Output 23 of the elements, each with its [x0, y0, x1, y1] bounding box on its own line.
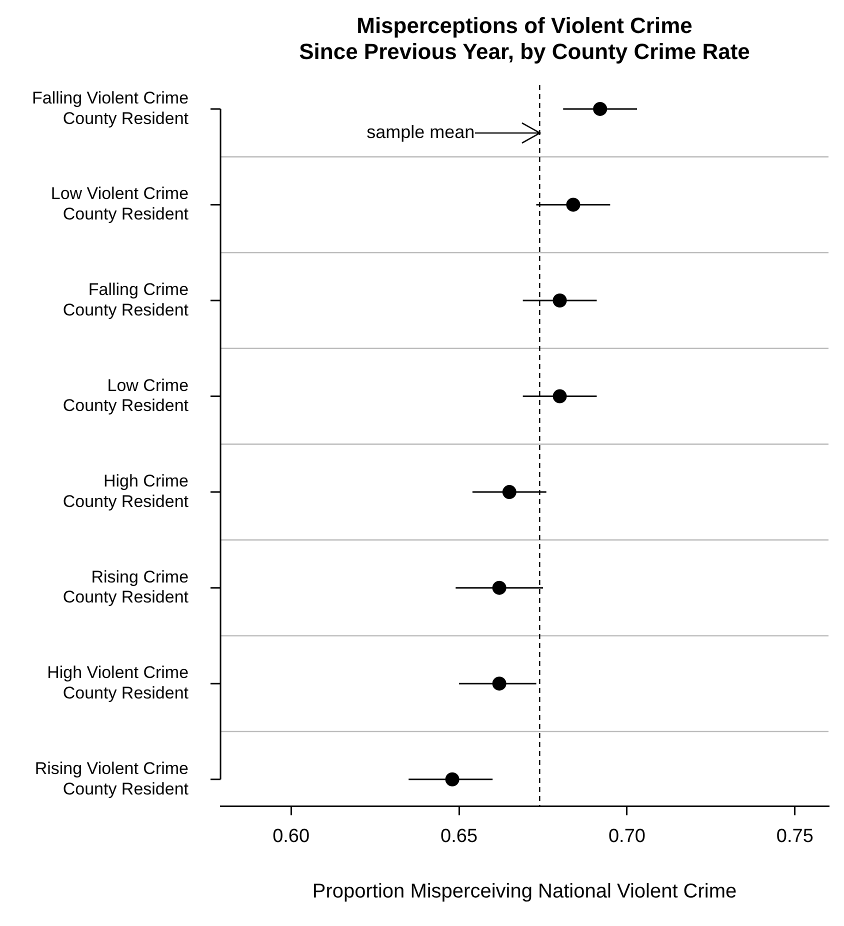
point	[502, 485, 516, 500]
y-tick-label: Low Violent Crime County Resident	[50, 184, 189, 224]
y-tick-label: Rising Crime County Resident	[62, 567, 189, 607]
x-tick-label: 0.65	[440, 826, 478, 847]
y-tick-label: Falling Violent Crime County Resident	[32, 88, 189, 128]
point	[552, 294, 567, 308]
point	[492, 580, 506, 595]
y-tick-label: Falling Crime County Resident	[62, 280, 189, 320]
point	[566, 198, 580, 212]
y-tick-label: Rising Violent Crime County Resident	[34, 758, 189, 798]
point	[552, 389, 567, 404]
chart-title: Misperceptions of Violent Crime Since Previous Year, by County Crime Rate	[299, 13, 750, 64]
ref-line-label: sample mean	[366, 122, 475, 142]
y-tick-label: Low Crime County Resident	[62, 376, 189, 416]
x-tick-label: 0.70	[608, 826, 646, 847]
point	[445, 772, 460, 786]
point	[593, 102, 608, 116]
y-tick-label: High Crime County Resident	[62, 472, 189, 511]
x-tick-label: 0.75	[776, 826, 814, 847]
point	[492, 676, 506, 691]
y-tick-label: High Violent Crime County Resident	[47, 663, 189, 702]
x-tick-label: 0.60	[272, 826, 310, 847]
x-axis-title: Proportion Misperceiving National Violent Crime	[312, 880, 737, 903]
